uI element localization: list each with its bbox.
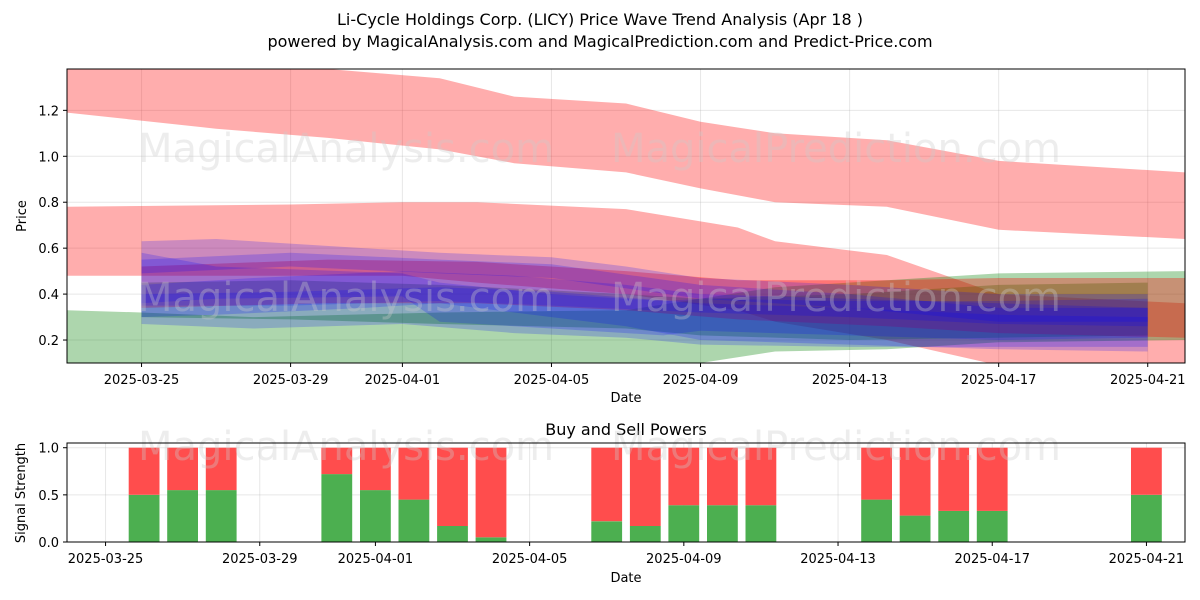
signal-x-tick-label: 2025-03-25 <box>68 552 144 567</box>
price-axes-frame <box>66 68 1186 364</box>
price-y-tick-label: 0.6 <box>38 242 59 257</box>
price-x-tick-label: 2025-04-17 <box>961 373 1037 388</box>
signal-y-label: Signal Strength <box>14 443 29 543</box>
price-band-green <box>67 271 1185 363</box>
signal-bar-sell <box>167 447 198 491</box>
signal-bar-sell <box>668 447 700 506</box>
price-bands <box>67 69 1185 363</box>
signal-x-tick-label: 2025-04-01 <box>338 552 414 567</box>
signal-title: Buy and Sell Powers <box>545 420 707 439</box>
price-y-label: Price <box>15 200 30 232</box>
price-x-tick-label: 2025-03-29 <box>253 373 329 388</box>
watermark-prediction: MagicalPrediction.com <box>611 126 1061 172</box>
signal-y-ticks: 0.0 0.5 1.0 <box>38 442 67 551</box>
chart-title: Li-Cycle Holdings Corp. (LICY) Price Wav… <box>337 10 863 29</box>
signal-bar-buy <box>128 494 160 542</box>
signal-bar-buy <box>591 521 623 542</box>
signal-bar-buy <box>938 510 970 542</box>
signal-bar-buy <box>899 515 931 542</box>
watermark-analysis: MagicalAnalysis.com <box>138 126 554 172</box>
signal-bar-sell <box>938 447 970 511</box>
watermark-analysis-2: MagicalAnalysis.com <box>138 275 554 321</box>
signal-bar-sell <box>1131 447 1162 495</box>
signal-y-tick-label: 0.5 <box>38 489 59 504</box>
signal-x-ticks: 2025-03-25 2025-03-29 2025-04-01 2025-04-05… <box>68 542 1184 567</box>
signal-bar-sell <box>745 447 777 506</box>
price-x-tick-label: 2025-04-21 <box>1110 373 1186 388</box>
price-x-label: Date <box>610 391 641 406</box>
price-band-blue <box>141 252 1148 322</box>
price-band-red <box>67 69 1185 239</box>
signal-bar-sell <box>360 447 391 491</box>
signal-bar-sell <box>437 447 468 526</box>
signal-y-tick-label: 0.0 <box>38 536 59 551</box>
signal-bar-sell <box>591 447 623 522</box>
signal-bar-buy <box>437 526 468 542</box>
signal-bar-buy <box>1131 494 1162 542</box>
signal-x-tick-label: 2025-04-21 <box>1109 552 1185 567</box>
signal-bar-buy <box>707 505 738 542</box>
price-band-blue <box>141 239 1148 352</box>
price-y-tick-label: 0.8 <box>38 196 59 211</box>
signal-bar-buy <box>861 499 892 542</box>
price-band-red <box>141 259 1185 338</box>
signal-bar-buy <box>745 505 777 542</box>
price-y-tick-label: 1.2 <box>38 104 59 119</box>
price-x-tick-label: 2025-03-25 <box>104 373 180 388</box>
price-y-ticks: 0.2 0.4 0.6 0.8 1.0 1.2 <box>38 104 67 349</box>
signal-bar-sell <box>321 447 353 475</box>
signal-bar-buy <box>629 526 661 542</box>
signal-x-tick-label: 2025-03-29 <box>222 552 298 567</box>
signal-bar-sell <box>128 447 160 495</box>
signal-bar-sell <box>861 447 892 500</box>
price-band-blue <box>141 252 1148 340</box>
signal-bar-buy <box>976 510 1008 542</box>
watermark-prediction-2: MagicalPrediction.com <box>611 275 1061 321</box>
price-y-tick-label: 0.2 <box>38 334 59 349</box>
price-y-tick-label: 0.4 <box>38 288 59 303</box>
price-x-tick-label: 2025-04-13 <box>812 373 888 388</box>
signal-y-tick-label: 1.0 <box>38 442 59 457</box>
price-x-ticks: 2025-03-25 2025-03-29 2025-04-01 2025-04-05… <box>104 363 1186 388</box>
signal-bar-buy <box>360 490 391 542</box>
signal-x-tick-label: 2025-04-13 <box>800 552 876 567</box>
price-y-tick-label: 1.0 <box>38 150 59 165</box>
signal-bar-sell <box>629 447 661 526</box>
price-band-blue <box>141 271 1148 347</box>
signal-bar-sell <box>899 447 931 516</box>
signal-x-label: Date <box>610 571 641 586</box>
signal-bar-buy <box>167 490 198 542</box>
signal-x-tick-label: 2025-04-05 <box>492 552 568 567</box>
price-x-tick-label: 2025-04-05 <box>514 373 590 388</box>
signal-x-tick-label: 2025-04-17 <box>954 552 1030 567</box>
price-x-tick-label: 2025-04-01 <box>365 373 441 388</box>
signal-bar-buy <box>205 490 237 542</box>
signal-bar-sell <box>475 447 507 538</box>
price-band-red <box>67 202 1185 363</box>
signal-bar-sell <box>398 447 430 500</box>
price-panel: MagicalAnalysis.com MagicalPrediction.co… <box>15 68 1186 406</box>
price-band-blue <box>141 287 1148 327</box>
signal-bar-buy <box>668 505 700 542</box>
signal-bar-sell <box>205 447 237 491</box>
signal-bar-buy <box>398 499 430 542</box>
price-band-green <box>141 280 1148 340</box>
signal-axes-frame <box>66 442 1186 543</box>
watermark-analysis-3: MagicalAnalysis.com <box>138 424 554 470</box>
price-grid <box>67 69 1185 363</box>
price-x-tick-label: 2025-04-09 <box>663 373 739 388</box>
signal-bar-buy <box>475 537 507 542</box>
signal-panel: Buy and Sell Powers MagicalAnalysis.com … <box>14 420 1186 586</box>
watermark-prediction-3: MagicalPrediction.com <box>611 424 1061 470</box>
signal-x-tick-label: 2025-04-09 <box>646 552 722 567</box>
chart-subtitle: powered by MagicalAnalysis.com and Magic… <box>267 32 932 51</box>
signal-bar-sell <box>976 447 1008 511</box>
signal-bar-sell <box>707 447 738 506</box>
signal-bars <box>128 447 1162 542</box>
signal-bar-buy <box>321 474 353 542</box>
